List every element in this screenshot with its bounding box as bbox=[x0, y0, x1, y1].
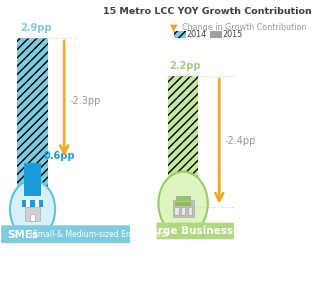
Circle shape bbox=[158, 172, 208, 235]
Bar bbox=[188, 207, 192, 215]
Text: Change in Growth Contribution: Change in Growth Contribution bbox=[182, 23, 306, 32]
Text: 2.9pp: 2.9pp bbox=[20, 23, 52, 33]
Text: 2.2pp: 2.2pp bbox=[170, 62, 201, 71]
Text: -2.4pp: -2.4pp bbox=[225, 136, 256, 146]
Bar bbox=[26, 200, 31, 207]
Text: (Small-& Medium-sized Enterprises): (Small-& Medium-sized Enterprises) bbox=[30, 230, 167, 239]
Bar bbox=[181, 207, 185, 215]
Bar bbox=[173, 200, 194, 217]
Bar bbox=[24, 163, 41, 196]
Bar bbox=[210, 31, 222, 38]
Text: 0.6pp: 0.6pp bbox=[43, 151, 75, 161]
Text: -2.3pp: -2.3pp bbox=[70, 95, 101, 106]
Text: -0.2pp: -0.2pp bbox=[165, 211, 201, 221]
Text: SMEs: SMEs bbox=[7, 230, 38, 240]
Bar bbox=[17, 38, 48, 196]
Text: ▼: ▼ bbox=[170, 23, 177, 33]
Bar bbox=[39, 200, 43, 207]
Bar bbox=[25, 207, 40, 221]
FancyBboxPatch shape bbox=[1, 225, 130, 243]
Bar bbox=[35, 200, 39, 207]
Bar bbox=[31, 200, 35, 207]
Bar bbox=[31, 214, 35, 221]
Text: 15 Metro LCC YOY Growth Contribution: 15 Metro LCC YOY Growth Contribution bbox=[103, 7, 312, 16]
Circle shape bbox=[10, 180, 55, 238]
Bar bbox=[175, 196, 191, 207]
Bar bbox=[22, 200, 26, 207]
Bar bbox=[174, 207, 178, 215]
Text: 2015: 2015 bbox=[223, 30, 243, 39]
Text: 2014: 2014 bbox=[187, 30, 207, 39]
Bar bbox=[168, 76, 198, 196]
Bar bbox=[175, 202, 191, 206]
FancyBboxPatch shape bbox=[156, 222, 234, 239]
Bar bbox=[174, 31, 186, 38]
Text: Large Businesses: Large Businesses bbox=[144, 226, 246, 236]
